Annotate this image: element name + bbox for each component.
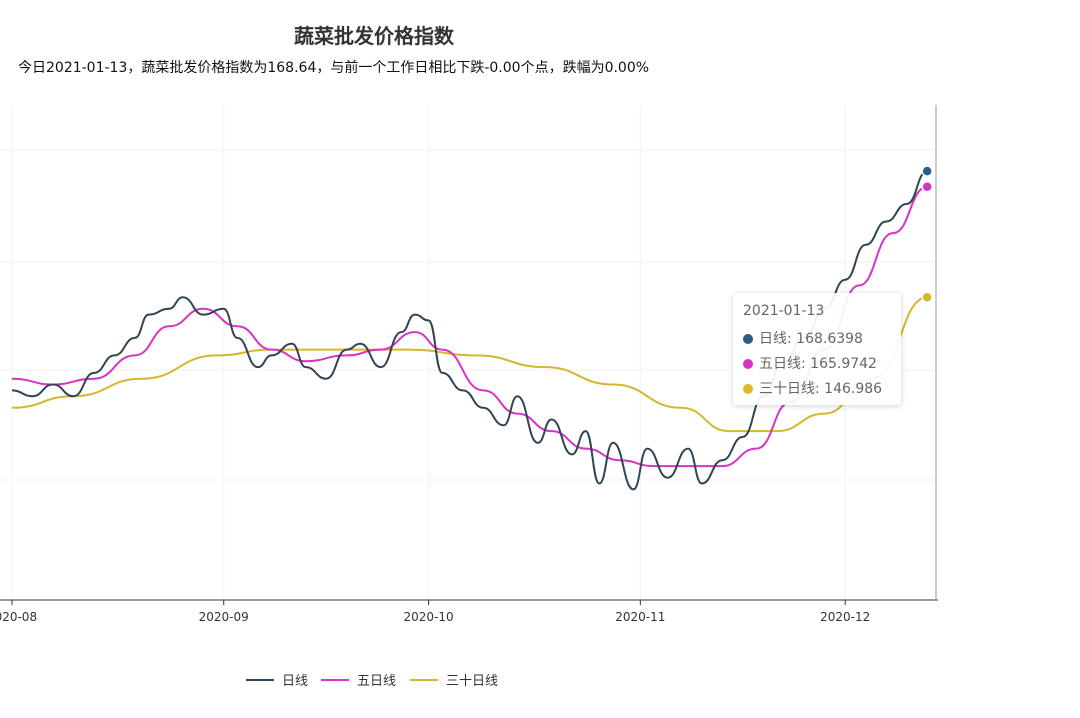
tooltip-row-ma5: 五日线: 165.9742	[743, 353, 877, 373]
end-marker-ma30[interactable]	[921, 291, 933, 303]
legend-label: 日线	[282, 674, 309, 689]
x-axis: 2020-08 2020-09 2020-10 2020-11 2020-12	[0, 105, 938, 624]
tooltip-row-label: 日线: 168.6398	[759, 331, 863, 347]
tooltip-row-label: 五日线: 165.9742	[759, 356, 877, 372]
tooltip-dot-icon	[743, 359, 753, 369]
tooltip-row-label: 三十日线: 146.986	[759, 381, 883, 397]
x-tick-label: 2020-09	[199, 610, 249, 624]
legend-item-daily[interactable]: 日线	[246, 670, 308, 689]
tooltip-dot-icon	[743, 334, 753, 344]
tooltip-row-ma30: 三十日线: 146.986	[743, 378, 882, 398]
legend-label: 五日线	[357, 674, 397, 689]
tooltip-row-daily: 日线: 168.6398	[743, 328, 863, 348]
tooltip-date: 2021-01-13	[743, 303, 825, 319]
series-line-daily	[11, 170, 928, 491]
legend-swatch-icon	[246, 679, 274, 681]
tooltip-dot-icon	[743, 384, 753, 394]
data-tooltip: 2021-01-13 日线: 168.6398 五日线: 165.9742 三十…	[733, 293, 901, 405]
x-tick-label: 2020-10	[404, 610, 454, 624]
chart-subtitle: 今日2021-01-13，蔬菜批发价格指数为168.64，与前一个工作日相比下跌…	[18, 60, 650, 76]
legend-item-ma30[interactable]: 三十日线	[410, 670, 498, 689]
legend-label: 三十日线	[446, 674, 499, 689]
legend-item-ma5[interactable]: 五日线	[321, 670, 396, 689]
x-tick-label: 2020-11	[615, 610, 665, 624]
end-markers	[921, 165, 933, 303]
grid	[0, 105, 936, 600]
end-marker-ma5[interactable]	[921, 180, 933, 193]
chart-legend: 日线 五日线 三十日线	[0, 670, 1080, 689]
series-line-ma30	[11, 296, 928, 433]
x-tick-label: 2020-08	[0, 610, 37, 624]
legend-swatch-icon	[410, 679, 438, 681]
end-marker-daily[interactable]	[921, 165, 933, 177]
legend-swatch-icon	[321, 679, 349, 681]
x-tick-label: 2020-12	[820, 610, 870, 624]
chart-title: 蔬菜批发价格指数	[294, 24, 454, 48]
